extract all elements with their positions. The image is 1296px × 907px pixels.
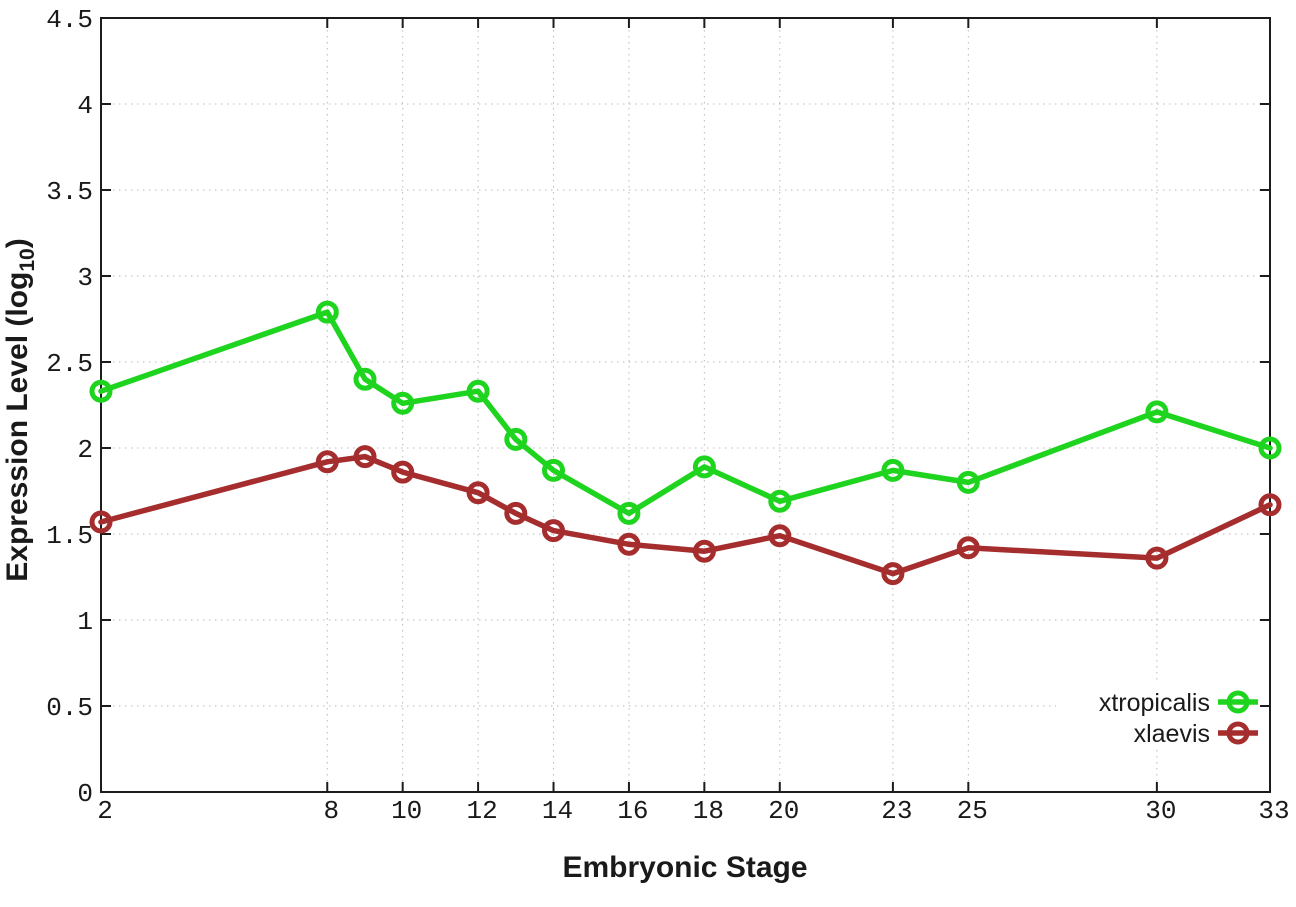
legend: xtropicalis xlaevis	[1099, 689, 1258, 748]
x-tick-label: 23	[881, 796, 912, 826]
data-point-xlaevis-stage-23	[881, 562, 905, 586]
data-point-xlaevis-stage-14	[542, 519, 565, 543]
x-tick-label: 12	[466, 796, 497, 826]
x-tick-label: 25	[957, 796, 988, 826]
legend-item-xlaevis: xlaevis	[1134, 720, 1258, 748]
data-point-xtropicalis-stage-30	[1145, 400, 1169, 424]
data-point-xlaevis-stage-25	[956, 536, 980, 560]
data-point-xtropicalis-stage-8	[315, 300, 339, 324]
y-tick-label: 3	[77, 263, 93, 293]
x-tick-label: 33	[1258, 796, 1289, 826]
data-point-xlaevis-stage-16	[617, 532, 641, 556]
x-tick-label: 8	[323, 796, 339, 826]
data-point-xlaevis-stage-12	[466, 481, 490, 505]
data-point-xtropicalis-stage-12	[466, 379, 490, 403]
data-point-xtropicalis-stage-25	[956, 470, 980, 494]
legend-open-circle-icon	[1226, 721, 1250, 745]
x-axis-label: Embryonic Stage	[562, 851, 807, 884]
y-axis-label-subscript: 10	[16, 248, 39, 271]
data-point-xtropicalis-stage-23	[881, 458, 905, 482]
y-tick-label: 4	[77, 91, 93, 121]
data-point-xlaevis-stage-20	[768, 524, 792, 548]
data-point-xlaevis-stage-8	[315, 450, 339, 474]
tick-labels: 2 8 10 12 14 16 18 20 23 25 30 33 0 0.5 1 1.5 2 2.5 3 3.5 4 4…	[46, 5, 1289, 826]
x-tick-label: 20	[768, 796, 799, 826]
data-point-xtropicalis-stage-9	[353, 367, 377, 391]
data-point-xtropicalis-stage-20	[768, 489, 792, 513]
data-point-xtropicalis-stage-16	[617, 501, 641, 525]
x-tick-label: 30	[1145, 796, 1176, 826]
y-tick-label: 2	[77, 435, 93, 465]
data-point-xtropicalis-stage-13	[504, 427, 528, 451]
x-tick-label: 16	[617, 796, 648, 826]
x-tick-label: 2	[97, 796, 113, 826]
y-axis-label: Expression Level (log10)	[1, 238, 39, 581]
legend-label: xlaevis	[1134, 720, 1210, 748]
data-point-xlaevis-stage-2	[89, 510, 113, 534]
legend-item-xtropicalis: xtropicalis	[1099, 689, 1258, 717]
series-xlaevis	[89, 445, 1282, 586]
x-tick-label: 14	[542, 796, 573, 826]
y-tick-label: 1.5	[46, 521, 93, 551]
y-tick-label: 3.5	[46, 177, 93, 207]
y-tick-label: 0.5	[46, 693, 93, 723]
data-point-xtropicalis-stage-14	[542, 458, 565, 482]
data-point-xlaevis-stage-30	[1145, 546, 1169, 570]
data-point-xtropicalis-stage-18	[692, 455, 716, 479]
x-tick-label: 18	[693, 796, 724, 826]
data-point-xtropicalis-stage-33	[1258, 436, 1282, 460]
x-tick-label: 10	[391, 796, 422, 826]
data-point-xlaevis-stage-13	[504, 501, 528, 525]
plot-border	[100, 17, 1271, 793]
data-point-xlaevis-stage-10	[391, 460, 415, 484]
data-point-xlaevis-stage-9	[353, 445, 377, 469]
data-point-xtropicalis-stage-2	[89, 379, 113, 403]
series-xtropicalis	[89, 300, 1282, 525]
y-tick-label: 1	[77, 607, 93, 637]
y-tick-label: 2.5	[46, 349, 93, 379]
data-point-xtropicalis-stage-10	[391, 391, 415, 415]
y-tick-label: 0	[77, 779, 93, 809]
data-point-xlaevis-stage-33	[1258, 493, 1282, 517]
y-tick-label: 4.5	[46, 5, 93, 35]
legend-label: xtropicalis	[1099, 689, 1210, 717]
data-point-xlaevis-stage-18	[692, 539, 716, 563]
legend-open-circle-icon	[1226, 690, 1250, 714]
